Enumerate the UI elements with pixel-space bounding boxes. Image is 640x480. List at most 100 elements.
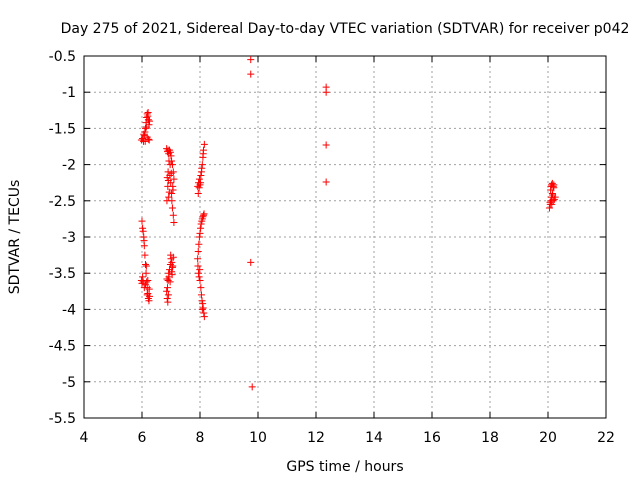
- data-point-marker: [164, 298, 172, 306]
- data-point-marker: [170, 175, 178, 183]
- data-point-marker: [198, 164, 206, 172]
- data-point-marker: [163, 197, 171, 205]
- chart-title: Day 275 of 2021, Sidereal Day-to-day VTE…: [61, 21, 630, 37]
- y-tick-label: -0.5: [49, 49, 76, 65]
- y-axis-label: SDTVAR / TECUs: [7, 180, 23, 295]
- data-point-marker: [165, 188, 173, 196]
- data-point-marker: [199, 150, 207, 158]
- data-point-marker: [322, 141, 330, 149]
- data-point-marker: [548, 200, 556, 208]
- data-point-marker: [146, 117, 154, 125]
- data-point-marker: [166, 278, 174, 286]
- data-point-marker: [144, 289, 152, 297]
- y-tick-label: -4: [62, 302, 76, 318]
- data-point-marker: [139, 227, 147, 235]
- data-point-marker: [200, 313, 208, 321]
- data-point-marker: [550, 181, 558, 189]
- data-point-marker: [169, 211, 177, 219]
- data-point-marker: [198, 297, 206, 305]
- y-tick-label: -1.5: [49, 121, 76, 137]
- x-tick-label: 6: [138, 430, 147, 446]
- data-point-marker: [322, 178, 330, 186]
- data-point-marker: [549, 197, 557, 205]
- data-point-marker: [141, 124, 149, 132]
- data-point-marker: [197, 179, 205, 187]
- data-point-marker: [140, 132, 148, 140]
- data-point-marker: [168, 204, 176, 212]
- data-point-marker: [165, 193, 173, 201]
- data-point-marker: [195, 269, 203, 277]
- data-point-marker: [168, 271, 176, 279]
- y-tick-label: -2.5: [49, 194, 76, 210]
- data-point-marker: [145, 285, 153, 293]
- x-tick-labels: 4 6 8 10 12 14 16 18 20 22: [80, 430, 615, 446]
- data-point-marker: [165, 157, 173, 165]
- data-point-marker: [164, 182, 172, 190]
- data-point-marker: [200, 210, 208, 218]
- data-point-marker: [248, 383, 256, 391]
- x-tick-label: 4: [80, 430, 89, 446]
- x-tick-label: 14: [365, 430, 383, 446]
- data-point-marker: [142, 262, 150, 270]
- data-point-marker: [143, 291, 151, 299]
- data-point-marker: [164, 177, 172, 185]
- data-point-marker: [200, 309, 208, 317]
- data-point-marker: [142, 123, 150, 131]
- data-point-marker: [170, 219, 178, 227]
- data-point-marker: [247, 56, 255, 64]
- data-point-marker: [247, 258, 255, 266]
- data-point-marker: [197, 171, 205, 179]
- data-point-marker: [137, 276, 145, 284]
- data-point-marker: [194, 255, 202, 263]
- data-point-marker: [194, 190, 202, 198]
- data-point-marker: [195, 184, 203, 192]
- data-point-marker: [198, 305, 206, 313]
- data-point-marker: [196, 276, 204, 284]
- y-tick-label: -2: [62, 158, 76, 174]
- y-tick-label: -3.5: [49, 266, 76, 282]
- data-point-marker: [163, 174, 171, 182]
- data-point-marker: [194, 247, 202, 255]
- data-point-marker: [194, 262, 202, 270]
- data-point-marker: [163, 295, 171, 303]
- data-point-marker: [145, 297, 153, 305]
- data-point-marker: [144, 108, 152, 116]
- data-point-marker: [197, 224, 205, 232]
- data-point-marker: [196, 266, 204, 274]
- data-point-marker: [167, 152, 175, 160]
- y-tick-label: -5.5: [49, 411, 76, 427]
- x-tick-label: 18: [481, 430, 499, 446]
- data-point-marker: [168, 258, 176, 266]
- data-point-marker: [168, 268, 176, 276]
- data-point-marker: [198, 161, 206, 169]
- data-point-marker: [163, 145, 171, 153]
- data-point-marker: [145, 136, 153, 144]
- data-point-marker: [166, 148, 174, 156]
- axis-ticks: [83, 55, 607, 419]
- data-point-marker: [144, 276, 152, 284]
- data-point-marker: [322, 88, 330, 96]
- data-point-marker: [169, 186, 177, 194]
- data-point-marker: [140, 237, 148, 245]
- data-points: [137, 56, 559, 391]
- data-point-marker: [200, 140, 208, 148]
- data-point-marker: [547, 186, 555, 194]
- y-tick-label: -4.5: [49, 339, 76, 355]
- x-tick-label: 10: [249, 430, 267, 446]
- data-point-marker: [164, 284, 172, 292]
- x-tick-label: 12: [307, 430, 325, 446]
- data-point-marker: [197, 284, 205, 292]
- data-point-marker: [164, 168, 172, 176]
- data-point-marker: [549, 182, 557, 190]
- x-tick-label: 8: [196, 430, 205, 446]
- y-tick-labels: -0.5 -1 -1.5 -2 -2.5 -3 -3.5 -4 -4.5 -5 -5.5: [49, 49, 76, 427]
- data-point-marker: [197, 220, 205, 228]
- data-point-marker: [169, 262, 177, 270]
- data-point-marker: [247, 70, 255, 78]
- data-point-marker: [195, 175, 203, 183]
- data-point-marker: [195, 240, 203, 248]
- data-point-marker: [163, 287, 171, 295]
- data-point-marker: [199, 213, 207, 221]
